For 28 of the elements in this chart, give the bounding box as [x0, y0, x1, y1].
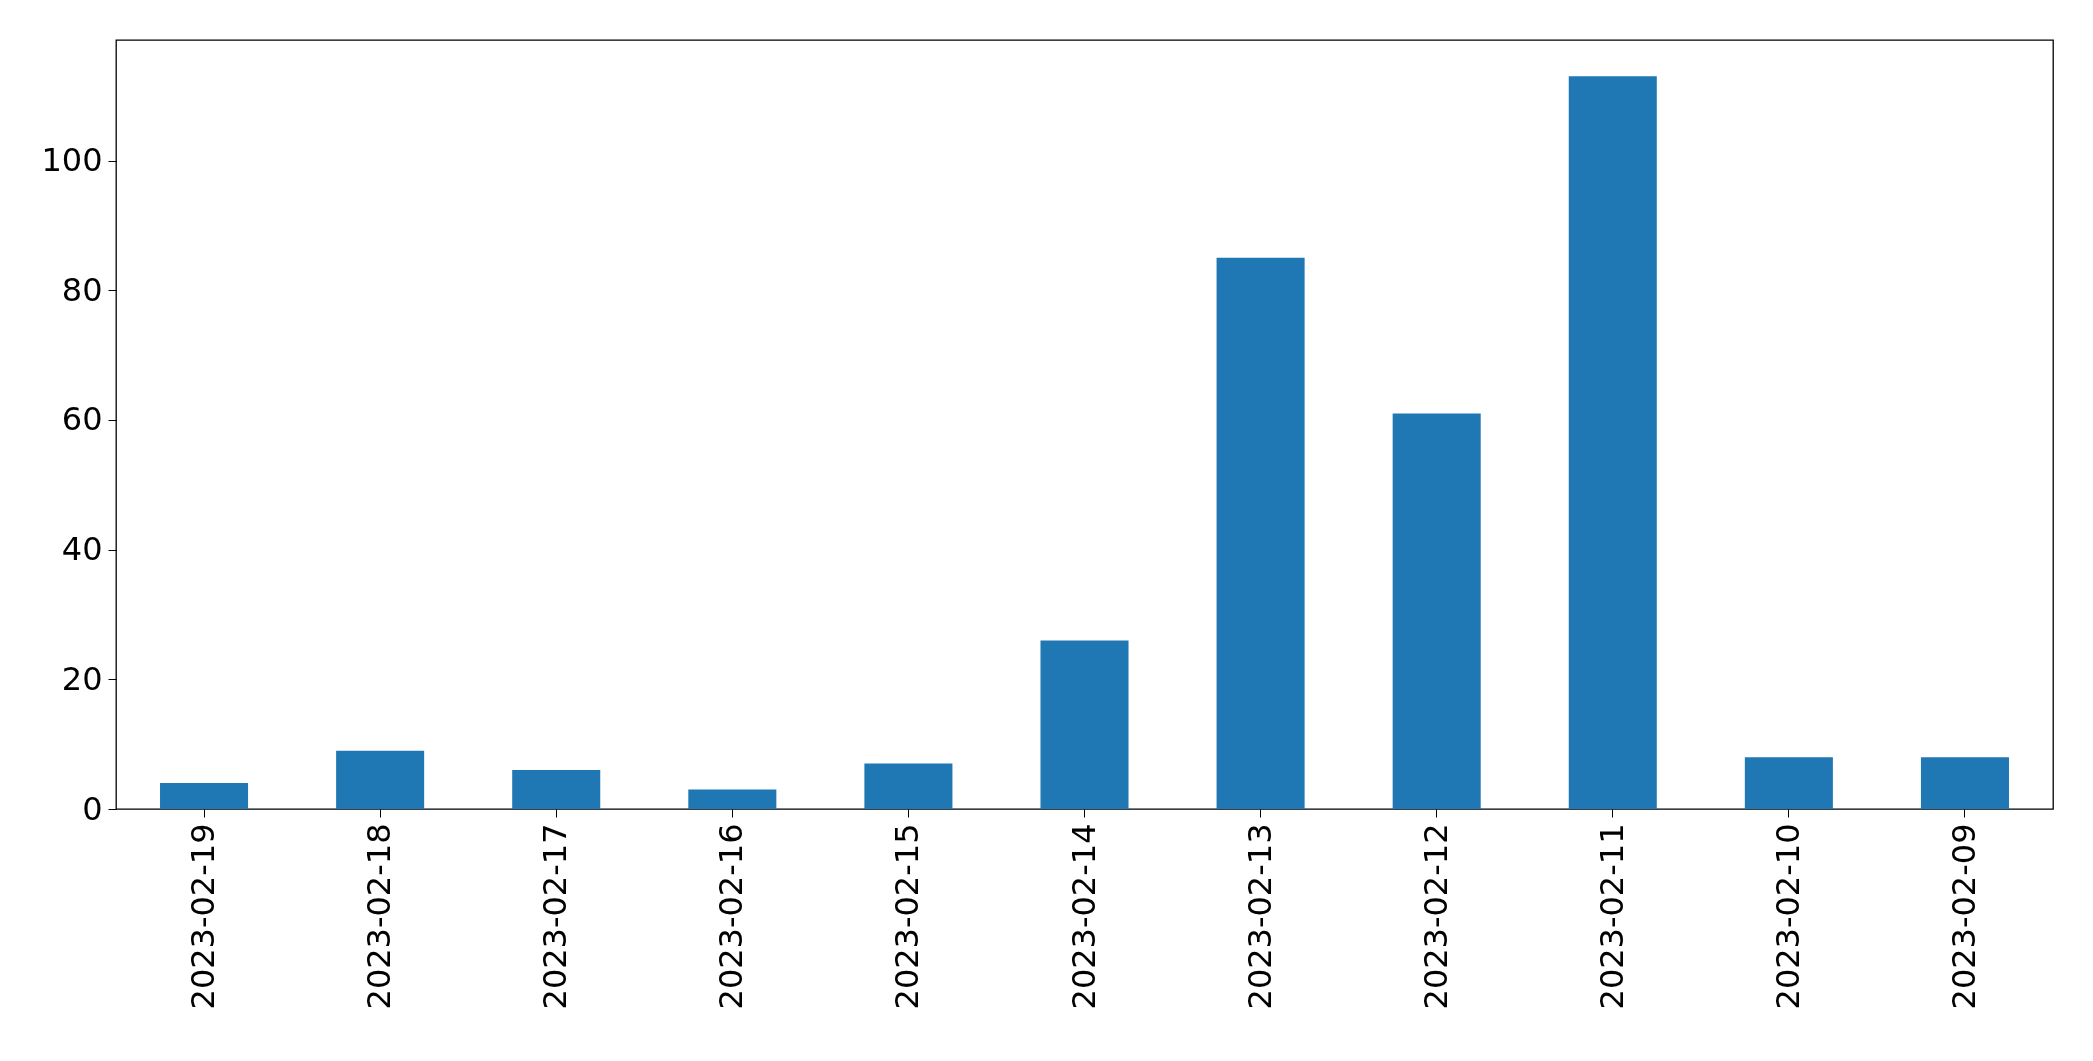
bar	[160, 783, 249, 809]
x-tick-label: 2023-02-10	[1768, 823, 1807, 1010]
y-tick-label: 60	[61, 400, 103, 439]
x-tick-label: 2023-02-09	[1944, 823, 1983, 1010]
x-tick-label: 2023-02-16	[712, 823, 751, 1010]
bar	[688, 789, 777, 809]
bar	[1216, 257, 1305, 809]
bar	[864, 763, 953, 809]
y-tick-label: 80	[61, 270, 103, 309]
bar	[1568, 76, 1657, 809]
y-tick-label: 0	[82, 789, 103, 828]
x-tick-label: 2023-02-14	[1064, 823, 1103, 1010]
x-tick-label: 2023-02-13	[1240, 823, 1279, 1010]
y-tick-label: 20	[61, 659, 103, 698]
bar	[1920, 757, 2009, 809]
bar	[512, 770, 601, 809]
y-tick-label: 100	[41, 141, 103, 180]
x-tick-label: 2023-02-12	[1416, 823, 1455, 1010]
x-tick-label: 2023-02-19	[184, 823, 223, 1010]
x-tick-label: 2023-02-15	[888, 823, 927, 1010]
bar	[1392, 413, 1481, 809]
y-tick-label: 40	[61, 530, 103, 569]
bar	[1040, 640, 1129, 809]
x-tick-label: 2023-02-18	[360, 823, 399, 1010]
bar	[1744, 757, 1833, 809]
x-tick-label: 2023-02-11	[1592, 823, 1631, 1010]
x-tick-label: 2023-02-17	[536, 823, 575, 1010]
bar	[336, 750, 425, 809]
